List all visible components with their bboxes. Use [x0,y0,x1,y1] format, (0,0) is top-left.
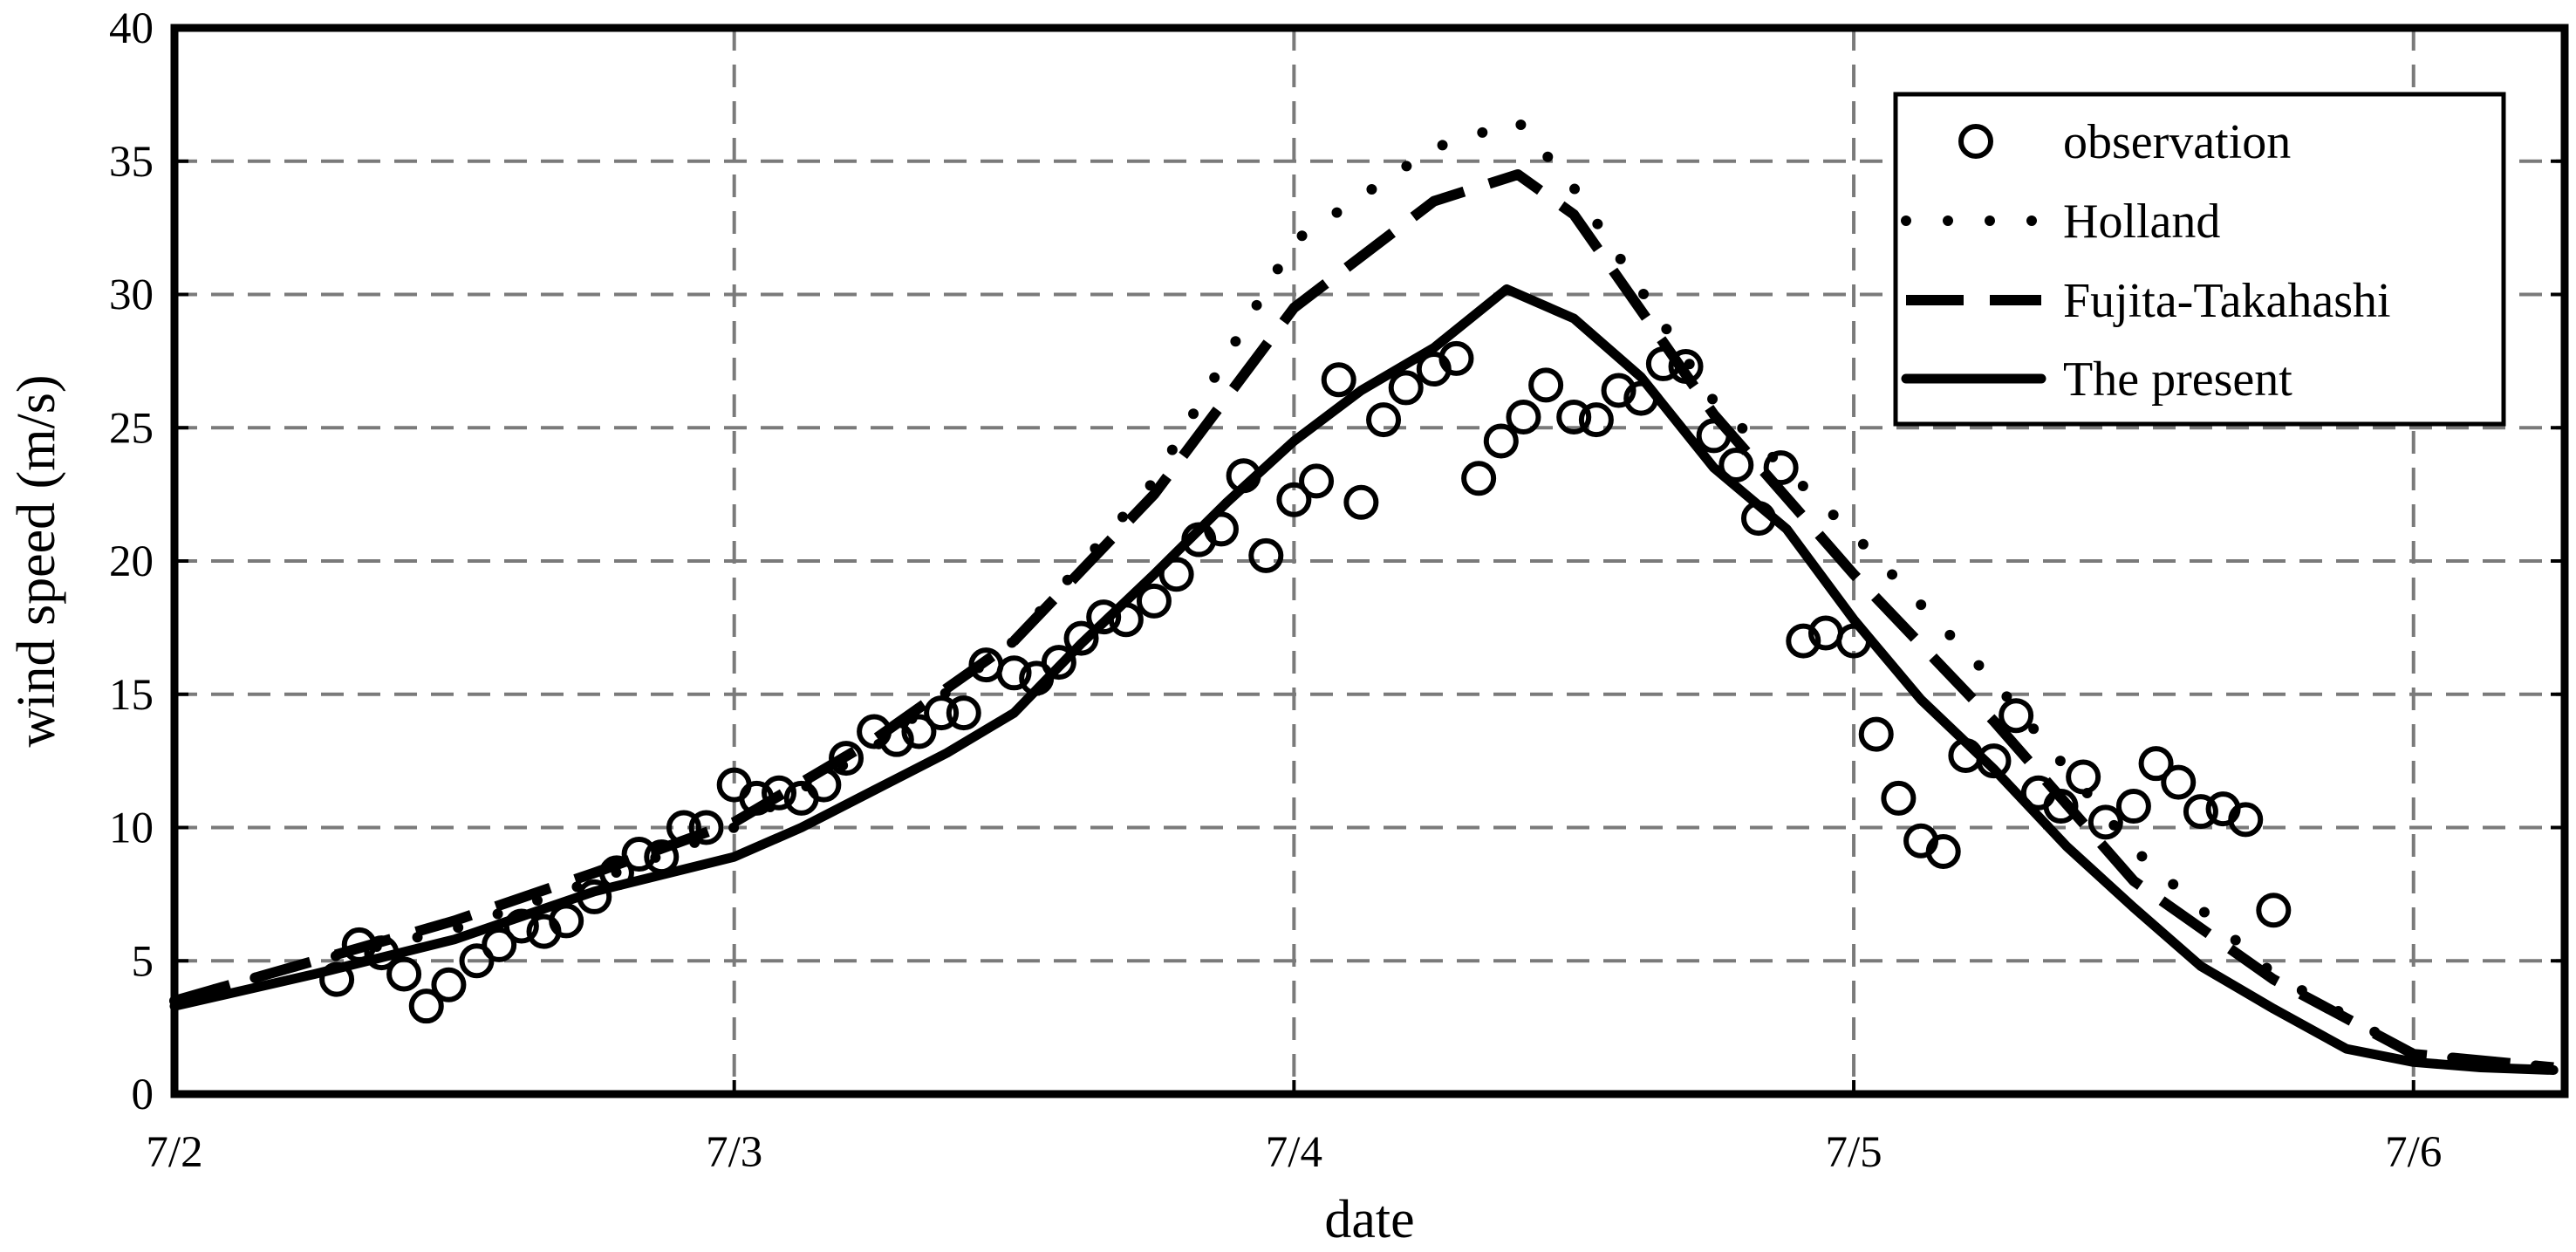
observation-point [2138,746,2174,782]
observation-point [1063,620,1099,656]
observation-point [408,989,444,1024]
observation-point [1086,599,1122,635]
legend-box [1893,92,2506,427]
y-tick-label: 10 [109,804,154,853]
observation-point [1718,448,1754,483]
legend: observation Holland Fujita-Takahashi The pr… [1893,92,2506,427]
observation-point [2087,804,2123,840]
observation-point [946,695,981,731]
observation-point [1925,833,1961,869]
observation-point [459,943,495,979]
legend-label-fujita-takahashi: Fujita-Takahashi [2063,274,2391,328]
observation-point [829,741,864,777]
observation-point [1881,780,1917,816]
observation-point [1158,557,1194,592]
observation-point [1136,583,1172,619]
observation-point [1299,463,1335,499]
y-tick-label: 35 [109,138,154,187]
observation-point [2161,764,2197,800]
observation-point [1461,461,1497,496]
fujita-takahashi-line [173,169,2554,1073]
x-tick-label: 7/6 [2385,1128,2442,1177]
observation-point [1321,362,1356,398]
x-tick-label: 7/5 [1825,1128,1882,1177]
observation-point [996,655,1032,691]
y-tick-label: 40 [109,4,154,53]
y-axis-ticks: 0 5 10 15 20 25 30 35 40 [109,4,2565,1119]
observation-point [1438,340,1474,376]
observation-point [2183,794,2218,830]
x-tick-label: 7/4 [1266,1128,1322,1177]
observation-point [2115,789,2151,824]
observation-point [762,775,797,811]
observation-point [1528,367,1564,403]
x-axis-ticks: 7/2 7/3 7/4 7/5 7/6 [146,1080,2442,1177]
observation-point [1999,698,2034,734]
plot-area [169,115,2559,1075]
legend-marker-observation [1958,124,1993,159]
observation-point [1506,400,1541,435]
y-tick-label: 15 [109,671,154,720]
observation-point [2256,893,2292,928]
observation-point [2228,802,2264,838]
y-tick-label: 30 [109,271,154,320]
observation-point [1578,402,1614,438]
observation-point [924,695,960,731]
observation-point [1248,537,1284,573]
observation-points [319,340,2292,1024]
observation-point [1343,484,1379,520]
observation-point [1556,400,1592,435]
y-tick-label: 5 [132,937,154,986]
legend-label-holland: Holland [2063,195,2220,249]
observation-point [1601,373,1636,408]
observation-point [2066,759,2101,795]
observation-point [1276,482,1312,517]
observation-point [901,714,937,749]
observation-point [1041,645,1076,681]
legend-label-observation: observation [2063,115,2291,169]
observation-point [688,810,724,845]
observation-point [431,967,467,1002]
observation-point [1366,402,1402,438]
y-axis-label: wind speed (m/s) [7,374,66,747]
observation-point [1858,716,1894,752]
y-tick-label: 0 [132,1071,154,1119]
observation-point [1388,370,1424,406]
observation-point [1786,623,1821,659]
y-tick-label: 25 [109,404,154,453]
x-tick-label: 7/3 [706,1128,762,1177]
observation-point [482,927,517,962]
observation-point [386,956,422,992]
y-tick-label: 20 [109,537,154,586]
x-tick-label: 7/2 [146,1128,202,1177]
observation-point [1763,450,1799,486]
legend-label-the-present: The present [2063,352,2292,407]
x-axis-label: date [1324,1190,1414,1249]
the-present-line [169,284,2559,1075]
observation-point [1483,423,1519,459]
